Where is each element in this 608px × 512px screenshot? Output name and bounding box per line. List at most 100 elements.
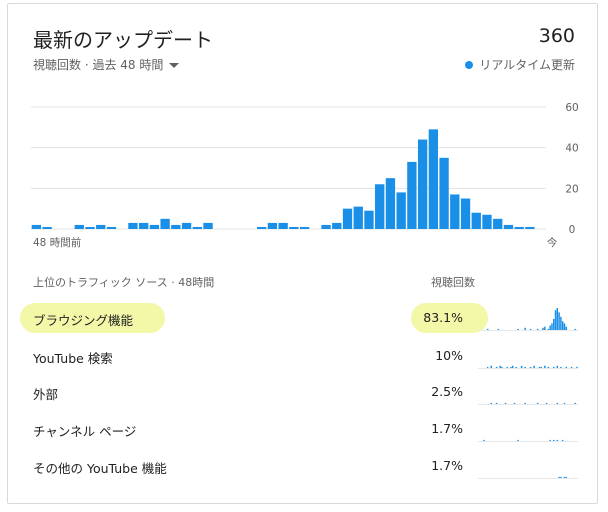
chart-bar[interactable] xyxy=(149,224,160,229)
traffic-section-label: 上位のトラフィック ソース · 48時間 xyxy=(33,276,215,289)
traffic-source-name: その他の YouTube 機能 xyxy=(33,461,167,476)
chart-bar[interactable] xyxy=(321,224,331,229)
chart-bar[interactable] xyxy=(289,226,299,229)
chart-bar[interactable] xyxy=(138,222,149,229)
chart-bar[interactable] xyxy=(407,161,417,229)
chart-bar[interactable] xyxy=(353,206,363,229)
sparkline-bar xyxy=(558,476,560,478)
chart-bar[interactable] xyxy=(171,224,181,229)
chart-bar[interactable] xyxy=(428,129,439,229)
pct-highlight xyxy=(411,303,488,333)
chart-bar[interactable] xyxy=(106,226,117,229)
sparkline-bar xyxy=(556,402,559,404)
chart-bar[interactable] xyxy=(342,208,353,229)
chart-bar[interactable] xyxy=(364,210,374,229)
sparkline-bar xyxy=(563,476,566,478)
traffic-source-row[interactable]: チャンネル ページ 1.7% xyxy=(8,414,599,446)
sparkline-bar xyxy=(540,366,542,368)
chart-bar[interactable] xyxy=(181,222,192,229)
chart-bar[interactable] xyxy=(471,212,481,229)
traffic-source-pct: 1.7% xyxy=(431,458,463,473)
chart-bar[interactable] xyxy=(460,198,471,230)
realtime-label: リアルタイム更新 xyxy=(479,58,575,72)
sparkline-bar xyxy=(544,365,546,368)
traffic-sparkline xyxy=(478,402,578,405)
sparkline-bar xyxy=(504,402,507,404)
chart-bar[interactable] xyxy=(299,226,310,229)
chart-bar[interactable] xyxy=(482,214,492,229)
chart-bar[interactable] xyxy=(514,226,524,229)
sparkline-bar xyxy=(520,365,523,368)
chart-bar[interactable] xyxy=(128,222,138,229)
chart-bar[interactable] xyxy=(385,178,396,229)
chart-bar[interactable] xyxy=(74,224,84,229)
sparkline-bar xyxy=(533,365,535,368)
chart-bar[interactable] xyxy=(257,226,267,229)
sparkline-bar xyxy=(524,327,526,330)
views-column-label: 視聴回数 xyxy=(431,276,475,289)
traffic-source-row[interactable]: YouTube 検索 10% xyxy=(8,341,599,373)
sparkline-bar xyxy=(558,312,560,330)
sparkline-bar xyxy=(536,402,539,404)
views-bar-chart[interactable]: 60 40 20 0 48 時間前 今 xyxy=(31,97,586,257)
chart-bar[interactable] xyxy=(85,226,95,229)
traffic-source-row[interactable]: 外部 2.5% xyxy=(8,377,599,409)
traffic-source-row[interactable]: ブラウジング機能 83.1% xyxy=(8,303,599,335)
sparkline-bar xyxy=(574,328,576,330)
sparkline-bar xyxy=(576,366,578,368)
chart-bar[interactable] xyxy=(396,192,406,229)
sparkline-bar xyxy=(542,327,544,330)
sparkline-bar xyxy=(560,316,562,330)
sparkline-bar xyxy=(501,366,503,368)
chart-bar[interactable] xyxy=(450,194,460,229)
chart-bar[interactable] xyxy=(503,224,514,229)
chart-bar[interactable] xyxy=(96,224,106,229)
chart-bar[interactable] xyxy=(375,184,385,229)
sparkline-bar xyxy=(529,366,532,368)
sparkline-bar xyxy=(563,323,566,330)
total-views: 360 xyxy=(538,25,575,47)
traffic-source-name: ブラウジング機能 xyxy=(33,313,134,328)
sparkline-bar xyxy=(510,366,512,368)
sparkline-bar xyxy=(517,328,519,330)
sparkline-bar xyxy=(561,439,564,441)
chart-bar[interactable] xyxy=(417,139,428,229)
name-highlight xyxy=(20,303,165,333)
chart-bar[interactable] xyxy=(493,218,503,229)
chart-bar[interactable] xyxy=(42,226,52,229)
sparkline-bar xyxy=(511,365,514,368)
sparkline-bar xyxy=(544,326,546,330)
sparkline-bar xyxy=(490,402,492,404)
caret-down-icon xyxy=(169,62,180,68)
sparkline-bar xyxy=(563,402,566,404)
sparkline-bar xyxy=(549,439,551,441)
live-dot-icon xyxy=(465,60,474,69)
chart-bar[interactable] xyxy=(203,222,213,229)
chart-bar[interactable] xyxy=(525,226,535,229)
chart-bar[interactable] xyxy=(439,157,449,229)
chart-bar[interactable] xyxy=(31,224,42,229)
chart-bar[interactable] xyxy=(278,222,288,229)
sparkline-bar xyxy=(547,366,550,368)
sparkline-bar xyxy=(486,366,489,368)
sparkline-bar xyxy=(524,366,526,368)
sparkline-bar xyxy=(513,402,516,404)
traffic-source-pct: 2.5% xyxy=(431,384,463,399)
realtime-indicator: リアルタイム更新 xyxy=(465,56,575,73)
sparkline-bar xyxy=(506,366,509,368)
traffic-source-name: YouTube 検索 xyxy=(33,351,113,366)
time-range-dropdown[interactable]: 視聴回数 · 過去 48 時間 xyxy=(33,56,180,73)
sparkline-bar xyxy=(551,323,553,330)
chart-bar[interactable] xyxy=(332,222,342,229)
sparkline-bar xyxy=(554,310,557,330)
sparkline-bar xyxy=(553,319,555,330)
traffic-source-pct: 83.1% xyxy=(423,310,463,325)
chart-bar[interactable] xyxy=(160,218,170,229)
x-end-label: 今 xyxy=(547,236,558,249)
traffic-source-row[interactable]: その他の YouTube 機能 1.7% xyxy=(8,451,599,483)
chart-bar[interactable] xyxy=(267,222,278,229)
sparkline-bar xyxy=(556,308,559,330)
sparkline-bar xyxy=(529,328,532,330)
chart-bar[interactable] xyxy=(192,226,202,229)
sparkline-bar xyxy=(495,366,498,368)
